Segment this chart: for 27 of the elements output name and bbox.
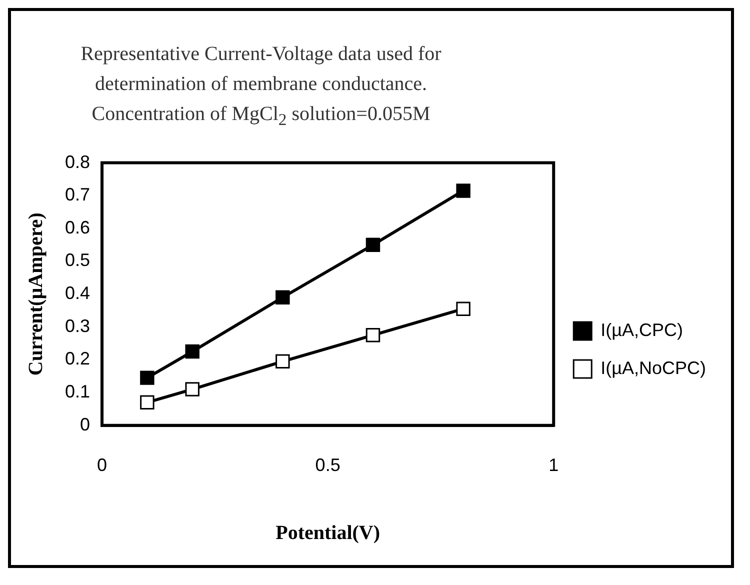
- y-tick-label: 0.5: [64, 250, 90, 270]
- point: [276, 290, 290, 304]
- x-tick-label: 1: [548, 455, 559, 476]
- x-axis-title: Potential(V): [276, 522, 380, 544]
- point: [276, 354, 290, 369]
- y-tick-label: 0: [80, 414, 90, 434]
- legend-label: I(µA,CPC): [600, 320, 683, 340]
- point: [140, 370, 154, 385]
- point: [456, 184, 470, 198]
- point: [366, 328, 380, 342]
- y-tick-label: 0.6: [64, 217, 90, 238]
- y-tick-label: 0.8: [64, 152, 90, 172]
- y-tick-label: 0.1: [64, 382, 90, 402]
- point: [140, 395, 154, 410]
- y-tick-label: 0.3: [64, 316, 90, 336]
- y-axis-title: Current(µAmpere): [25, 212, 48, 376]
- x-tick-label: 0.5: [315, 455, 340, 476]
- chart-title: Representative Current-Voltage data used for determination of membrane conductance. Concentration of MgCl$_{2}$ solution=0.055M: [80, 42, 442, 131]
- point: [456, 302, 470, 316]
- y-tick-label: 0.4: [64, 283, 90, 304]
- point: [185, 344, 200, 359]
- y-tick-label: 0.2: [64, 348, 90, 369]
- legend-label: I(µA,NoCPC): [600, 358, 706, 378]
- point: [185, 382, 200, 396]
- x-tick-label: 0: [97, 455, 108, 476]
- y-tick-label: 0.7: [64, 184, 90, 205]
- point: [366, 238, 380, 252]
